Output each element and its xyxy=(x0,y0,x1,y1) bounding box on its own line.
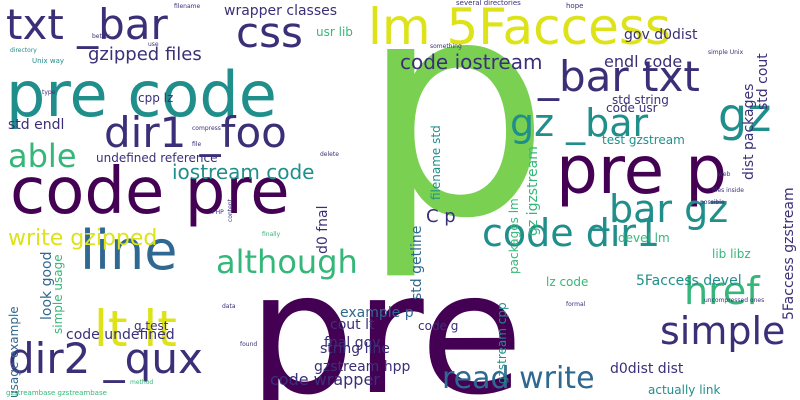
word-actually-link: actually link xyxy=(648,383,721,397)
word-filename: filename xyxy=(174,3,201,10)
word-data: data xyxy=(222,303,236,310)
word-file: file xyxy=(192,141,202,148)
word-able: able xyxy=(8,137,77,175)
word-code-undefined: code undefined xyxy=(66,327,175,343)
word-bar-gz: _bar gz xyxy=(590,187,729,231)
word-wrapper-classes: wrapper classes xyxy=(224,3,338,19)
word-bar-txt: _bar txt xyxy=(538,52,700,101)
word-simple: simple xyxy=(660,309,786,353)
word-filename-std: filename std xyxy=(429,125,443,200)
word-compress: compress xyxy=(192,125,221,132)
word-g-test: g test xyxy=(134,319,169,333)
word-usr-lib: usr lib xyxy=(316,25,353,39)
word-gzstream-hpp: gzstream hpp xyxy=(314,359,411,375)
word-gzstreambase-gzstreambase: gzstreambase gzstreambase xyxy=(6,389,107,397)
word-although: although xyxy=(216,243,358,281)
word-files-inside: files inside xyxy=(712,187,744,194)
word-cpp-lz: cpp lz xyxy=(138,91,174,105)
word-pre-p: pre p xyxy=(556,132,728,209)
word-type: type xyxy=(42,89,56,96)
word-code-iostream: code iostream xyxy=(400,50,543,74)
word-read-write: read write xyxy=(442,361,595,396)
word-something: something xyxy=(430,43,462,50)
word-code-usr: code usr xyxy=(606,101,658,115)
word-gov-d0dist: gov d0dist xyxy=(624,27,698,43)
word-hope: hope xyxy=(566,2,584,10)
word-test-gzstream: test gzstream xyxy=(602,133,685,147)
word-code-dir1: code dir1 xyxy=(482,211,661,255)
word-5faccess-devel: 5Faccess devel xyxy=(636,273,742,289)
word-string-line: string line xyxy=(320,341,390,357)
word-d0-fnal: d0 fnal xyxy=(315,205,331,254)
word-txt-bar: txt _bar xyxy=(6,0,168,49)
word-possible: possible xyxy=(700,199,725,206)
word-code-wrapper: code wrapper xyxy=(270,370,380,389)
word-dist-packages: dist packages xyxy=(741,83,757,180)
word-href: href xyxy=(684,269,760,313)
word-css: css xyxy=(236,8,303,57)
word-uncompressed-ones: uncompressed ones xyxy=(704,297,765,304)
word-dir1-foo: dir1 _foo xyxy=(104,108,287,157)
word-better: better xyxy=(92,33,111,40)
word-lt-lt: lt lt xyxy=(94,300,177,358)
word-gzipped-files: gzipped files xyxy=(88,44,202,65)
word-method: method xyxy=(130,379,154,386)
word-finally: finally xyxy=(262,231,281,238)
word-delete: delete xyxy=(320,151,339,158)
word-formal: formal xyxy=(566,301,586,308)
word-std-string: std string xyxy=(612,93,669,107)
word-web: web xyxy=(718,171,731,178)
word-code-g: code g xyxy=(418,319,459,333)
word-gz-igzstream: gz igzstream xyxy=(525,146,541,236)
word-lib-libz: lib libz xyxy=(712,247,751,261)
word-d0dist-dist: d0dist dist xyxy=(610,361,684,377)
word-std-endl: std endl xyxy=(8,117,65,133)
word-found: found xyxy=(240,341,258,348)
word-std-getline: std getline xyxy=(409,225,425,300)
word-code-pre: code pre xyxy=(10,155,290,229)
word-pre-code: pre code xyxy=(6,58,277,131)
word-content: content xyxy=(227,199,234,222)
word-unix-way: Unix way xyxy=(32,57,65,65)
word-write-gzipped: write gzipped xyxy=(8,226,158,251)
word-undefined-reference: undefined reference xyxy=(96,151,218,165)
word-php: PHP xyxy=(212,209,224,216)
word-endl-code: endl code xyxy=(604,52,683,71)
word-directory: directory xyxy=(10,47,37,54)
word-lz-code: lz code xyxy=(546,275,589,289)
word-packages-lm: packages lm xyxy=(507,198,521,274)
word-several-directories: several directories xyxy=(456,0,521,7)
word-fnal-gov: fnal gov xyxy=(324,335,381,351)
word-std-cout: std cout xyxy=(755,53,771,110)
word-iostream-code: iostream code xyxy=(172,160,315,184)
word-cout-lt: cout lt xyxy=(330,317,375,333)
word-gz: gz xyxy=(718,88,772,142)
word-p: p xyxy=(360,0,551,284)
word-use: use xyxy=(148,41,159,48)
word-gzstream-cpp: gzstream cpp xyxy=(495,302,509,384)
word-gz-bar: gz _bar xyxy=(510,101,649,145)
word-lm-5faccess: lm 5Faccess xyxy=(368,0,671,56)
word-usage-example: usage example xyxy=(7,306,21,398)
word-pre: pre xyxy=(248,236,524,400)
word-line: line xyxy=(80,219,178,282)
word-example-p: example p xyxy=(340,305,414,321)
word-c-p: C p xyxy=(426,206,456,227)
word-simple-unix: simple Unix xyxy=(708,49,744,56)
word-5faccess-gzstream: 5Faccess gzstream xyxy=(781,187,797,320)
word-devel-lm: devel lm xyxy=(618,231,670,245)
word-simple-usage: simple usage xyxy=(51,254,65,334)
word-dir2-qux: dir2 _qux xyxy=(8,334,203,383)
